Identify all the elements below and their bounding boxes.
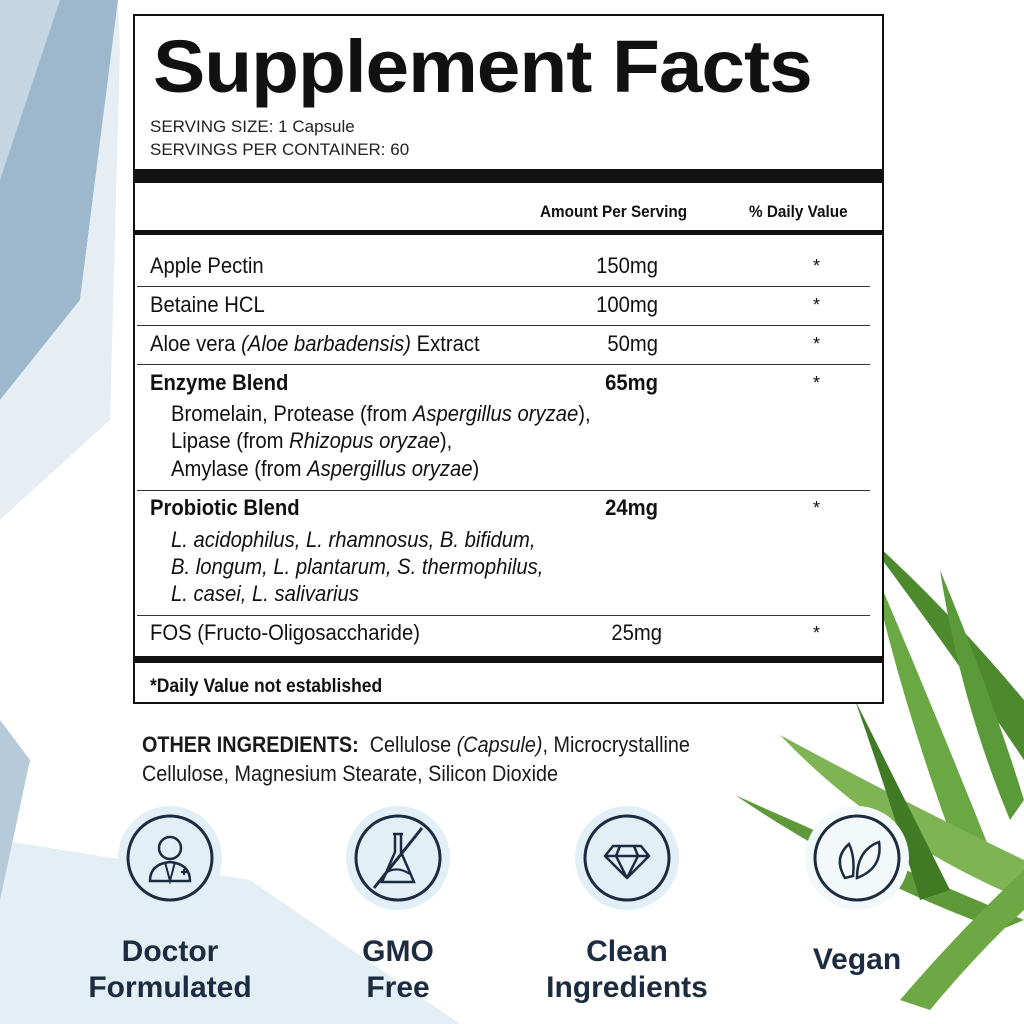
sub-text: ), <box>439 428 453 453</box>
amount-header: Amount Per Serving <box>540 202 688 221</box>
sub-ingredient: L. casei, L. salivarius <box>171 581 359 606</box>
badge-label: Clean <box>586 935 668 968</box>
badge-label: GMO <box>362 935 434 968</box>
row-divider <box>137 364 870 365</box>
row-dv: * <box>813 623 821 643</box>
sub-ingredient: B. longum, L. plantarum, S. thermophilus… <box>171 554 544 579</box>
sub-ingredient: L. acidophilus, L. rhamnosus, B. bifidum… <box>171 527 536 552</box>
badge-label: Formulated <box>88 971 252 1004</box>
badge-doctor-formulated: Doctor Formulated <box>60 806 280 1006</box>
badge-vegan: Vegan <box>747 806 967 978</box>
sub-ingredient: Amylase (from Aspergillus oryzae) <box>171 456 479 482</box>
diamond-icon <box>583 814 671 902</box>
footnote: *Daily Value not established <box>150 676 383 697</box>
sub-text: ) <box>472 456 480 481</box>
row-name: Apple Pectin <box>150 253 264 278</box>
row-dv: * <box>813 334 821 354</box>
row-dv: * <box>813 498 821 518</box>
serving-size: SERVING SIZE: 1 Capsule <box>150 117 355 136</box>
divider-thick <box>135 169 882 183</box>
sub-text: Bromelain, Protease (from <box>171 401 413 426</box>
row-divider <box>137 490 870 491</box>
other-ingredients-text: Cellulose, Magnesium Stearate, Silicon D… <box>142 761 559 786</box>
sub-ingredient: Lipase (from Rhizopus oryzae), <box>171 428 452 454</box>
sub-italic: Rhizopus oryzae <box>289 428 440 453</box>
row-amount: 100mg <box>596 292 658 317</box>
row-amount: 65mg <box>605 370 658 395</box>
row-name: FOS (Fructo-Oligosaccharide) <box>150 620 420 645</box>
row-name: Probiotic Blend <box>150 495 300 520</box>
badge-label: Ingredients <box>546 971 708 1004</box>
sub-italic: Aspergillus oryzae <box>412 401 579 426</box>
row-amount: 24mg <box>605 495 658 520</box>
other-ingredients-label: OTHER INGREDIENTS: <box>142 732 359 757</box>
leaf-icon <box>813 814 901 902</box>
row-divider <box>137 325 870 326</box>
other-ingredients-text: Cellulose <box>369 732 457 757</box>
row-dv: * <box>813 295 821 315</box>
badge-label: Free <box>366 971 430 1004</box>
sub-text: Amylase (from <box>171 456 308 481</box>
divider-thick <box>135 656 882 663</box>
row-divider <box>137 615 870 616</box>
no-gmo-flask-icon <box>354 814 442 902</box>
daily-value-header: % Daily Value <box>749 202 848 221</box>
row-amount: 25mg <box>611 620 662 645</box>
name-text: Extract <box>411 331 480 356</box>
servings-per-container: SERVINGS PER CONTAINER: 60 <box>150 140 410 159</box>
row-name: Betaine HCL <box>150 292 265 317</box>
sub-italic: Aspergillus oryzae <box>307 456 473 481</box>
badge-gmo-free: GMO Free <box>288 806 508 1006</box>
row-name: Enzyme Blend <box>150 370 289 395</box>
row-dv: * <box>813 373 821 393</box>
panel-title: Supplement Facts <box>153 25 813 108</box>
divider-header <box>135 230 882 235</box>
badge-clean-ingredients: Clean Ingredients <box>517 806 737 1006</box>
row-dv: * <box>813 256 821 276</box>
row-amount: 50mg <box>607 331 658 356</box>
sub-text: Lipase (from <box>171 428 290 453</box>
supplement-facts-panel: Supplement Facts SERVING SIZE: 1 Capsule… <box>133 14 884 704</box>
sub-ingredient: Bromelain, Protease (from Aspergillus or… <box>171 401 591 427</box>
badge-label: Vegan <box>812 943 902 976</box>
row-divider <box>137 286 870 287</box>
badge-label: Doctor <box>121 935 219 968</box>
other-ingredients: OTHER INGREDIENTS: Cellulose (Capsule), … <box>142 730 690 788</box>
other-ingredients-italic: (Capsule) <box>456 732 543 757</box>
name-italic: (Aloe barbadensis) <box>241 331 412 356</box>
name-text: Aloe vera <box>150 331 242 356</box>
other-ingredients-text: , Microcrystalline <box>542 732 690 757</box>
doctor-icon <box>126 814 214 902</box>
row-name: Aloe vera (Aloe barbadensis) Extract <box>150 331 480 357</box>
sub-text: ), <box>578 401 591 426</box>
row-amount: 150mg <box>596 253 658 278</box>
